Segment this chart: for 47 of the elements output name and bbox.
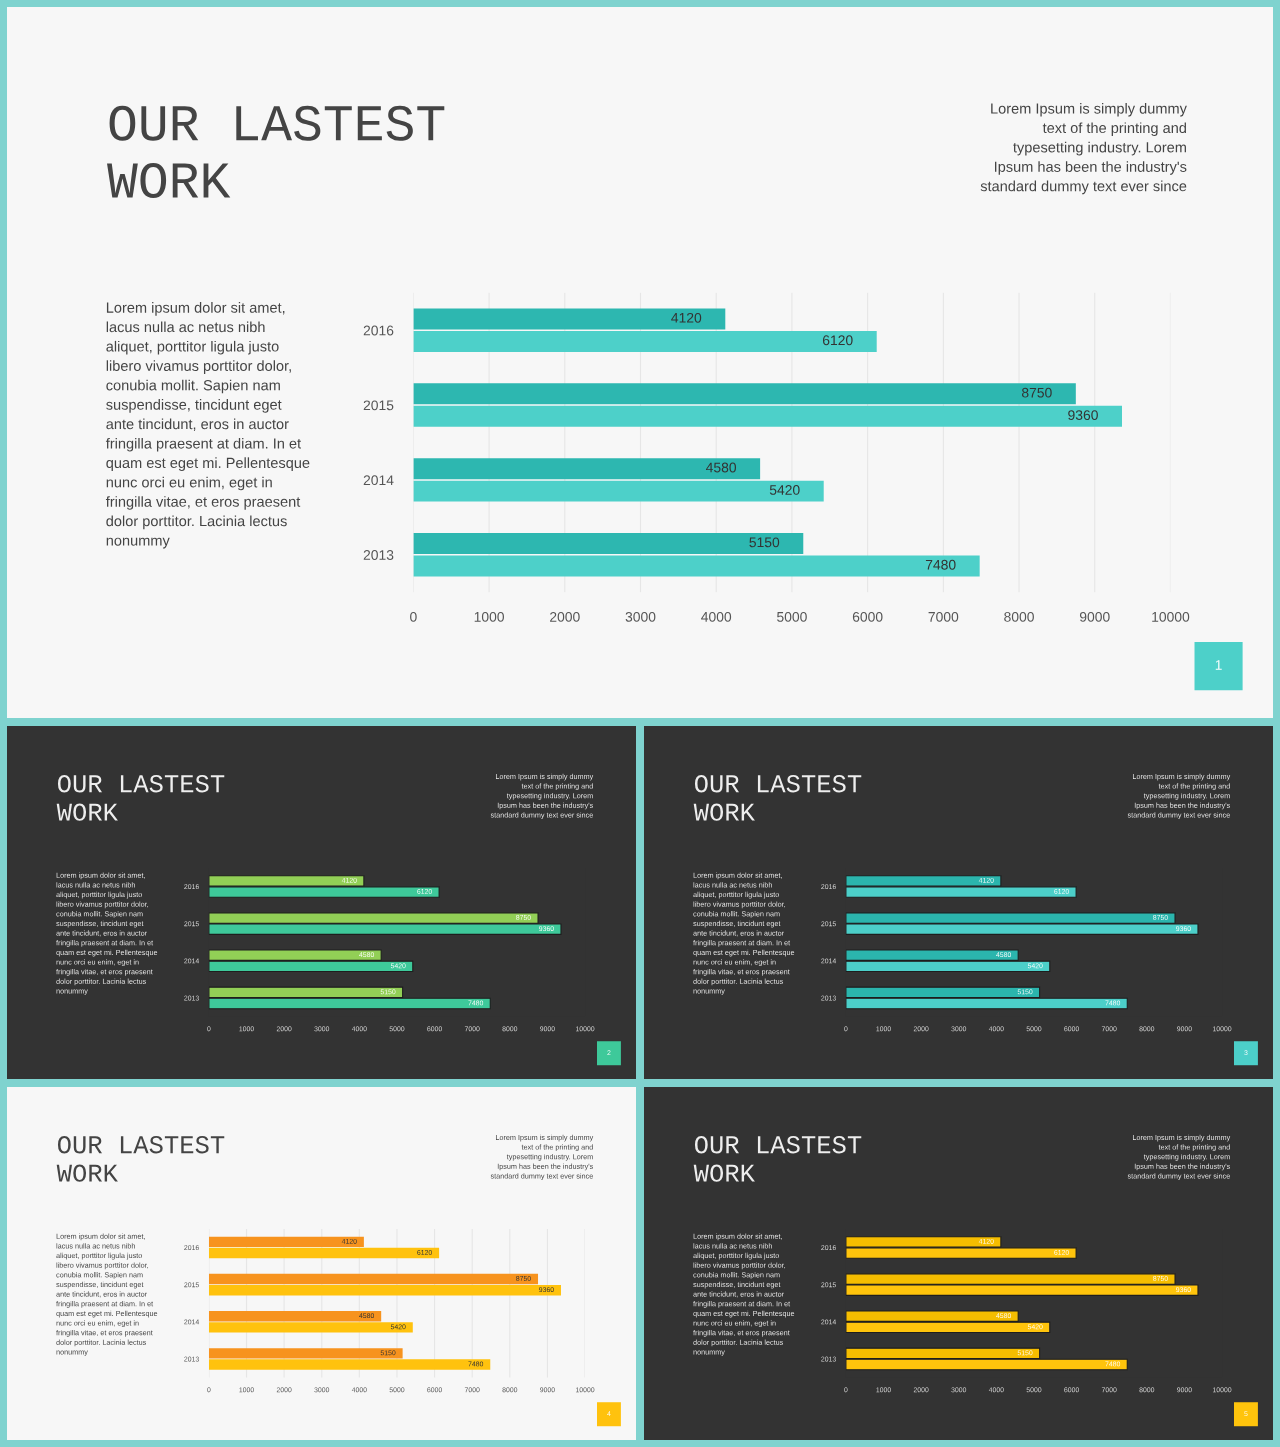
x-tick-label: 0 xyxy=(410,611,417,622)
y-tick-label: 2015 xyxy=(363,400,394,411)
chart-title: OUR LASTEST WORK xyxy=(693,775,862,821)
x-tick-label: 9000 xyxy=(1079,611,1110,622)
x-tick-label: 7000 xyxy=(928,611,959,622)
bar xyxy=(208,1285,561,1296)
bar xyxy=(413,480,824,502)
bar xyxy=(208,1348,403,1359)
bar xyxy=(208,1273,539,1285)
y-tick-label: 2014 xyxy=(363,475,394,486)
bar xyxy=(208,1311,382,1322)
text: Lorem ipsum dolor sit amet, lacus nulla ac netus nibh aliquet, porttitor ligula justo libero vivamus porttitor dolor, conubia mollit. Sapien nam suspendisse, tincidunt eget ante tincidunt, eros in auctor fringilla praesent at diam. In et quam est eget mi. Pellentesque nunc orci eu enim, eget in fringilla vitae, et eros praesent dolor porttitor. Lacinia lectus nonummy xyxy=(105,302,310,549)
data-label: 4120 xyxy=(671,312,702,323)
bar xyxy=(208,1236,364,1248)
bar xyxy=(413,330,877,352)
bar xyxy=(413,555,980,577)
x-tick-label: 6000 xyxy=(852,611,883,622)
x-tick-label: 5000 xyxy=(777,611,807,622)
bar xyxy=(413,533,804,554)
data-label: 8750 xyxy=(1021,387,1052,398)
bar xyxy=(208,1247,440,1259)
data-label: 5150 xyxy=(749,537,780,548)
y-tick-label: 2016 xyxy=(363,325,394,336)
bar xyxy=(413,308,726,330)
x-tick-label: 10000 xyxy=(1152,611,1190,622)
x-tick-label: 1000 xyxy=(474,611,504,622)
data-label: 6120 xyxy=(822,335,853,346)
y-tick-label: 2013 xyxy=(363,550,394,560)
x-tick-label: 8000 xyxy=(1004,611,1034,622)
chart-title: OUR LASTEST WORK xyxy=(693,1136,862,1182)
x-tick-label: 3000 xyxy=(625,611,656,622)
text: 1 xyxy=(1215,660,1222,670)
chart-title: OUR LASTEST WORK xyxy=(56,1136,225,1182)
data-label: 9360 xyxy=(1068,410,1098,421)
bar xyxy=(413,405,1122,427)
data-label: 4580 xyxy=(706,462,737,473)
data-label: 5420 xyxy=(769,485,800,495)
bar xyxy=(413,458,761,480)
x-tick-label: 4000 xyxy=(701,611,732,622)
bar xyxy=(413,383,1076,405)
bar xyxy=(208,1359,491,1370)
x-tick-label: 2000 xyxy=(550,611,580,622)
chart-title: OUR LASTEST WORK xyxy=(56,775,225,821)
bar xyxy=(208,1322,413,1333)
chart-title: OUR LASTEST WORK xyxy=(107,105,445,198)
chart-subtitle: Lorem Ipsum is simply dummy text of the printing and typesetting industry. Lorem Ipsum has been the industry's standard dummy text ever since xyxy=(980,102,1187,195)
data-label: 7480 xyxy=(925,559,956,570)
